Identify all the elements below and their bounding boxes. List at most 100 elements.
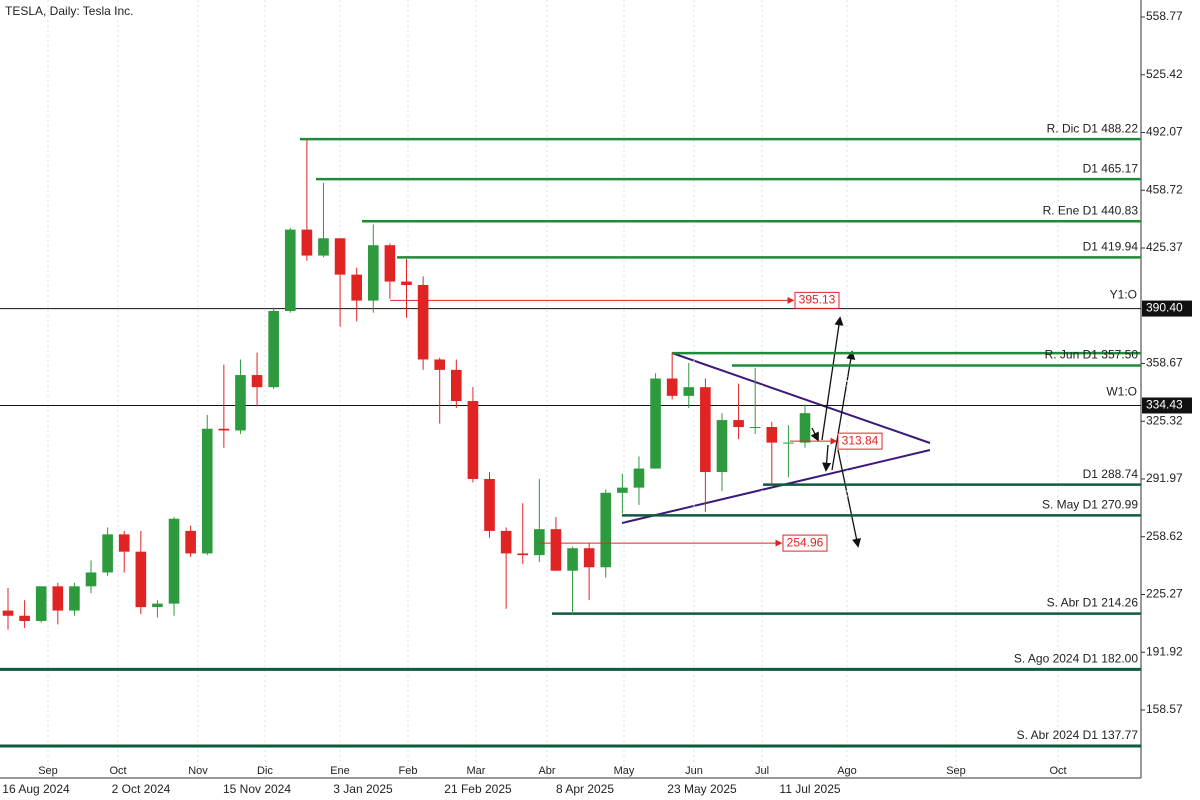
- month-label: Oct: [109, 765, 126, 777]
- y-tick-label: 291.97: [1146, 471, 1183, 485]
- price-tag: [1142, 300, 1192, 317]
- date-label: 11 Jul 2025: [779, 782, 840, 796]
- candle-body: [683, 387, 695, 396]
- y-tick-label: 425.37: [1146, 240, 1183, 254]
- y-tick-label: 325.32: [1146, 413, 1183, 427]
- month-label: May: [614, 765, 635, 777]
- candle-body: [733, 420, 744, 428]
- candle-body: [517, 553, 529, 556]
- level-label: D1 419.94: [1083, 240, 1139, 254]
- y-tick-label: 525.42: [1146, 67, 1183, 81]
- candle-body: [600, 492, 612, 568]
- level-label: R. Ene D1 440.83: [1043, 203, 1139, 217]
- level-label: S. Abr D1 214.26: [1047, 596, 1139, 610]
- candle-body: [766, 427, 778, 443]
- target-label: 254.96: [787, 535, 824, 549]
- date-label: 2 Oct 2024: [112, 782, 171, 796]
- y-tick-label: 191.92: [1146, 644, 1183, 658]
- candle-body: [384, 245, 396, 282]
- candle-body: [434, 359, 446, 370]
- level-label: R. Dic D1 488.22: [1047, 121, 1139, 135]
- candle-body: [550, 529, 562, 571]
- level-label: D1 465.17: [1083, 161, 1139, 175]
- candle-body: [284, 229, 296, 311]
- target-box: [837, 432, 883, 450]
- marker-label: W1:O: [1106, 385, 1137, 399]
- level-label: S. Abr 2024 D1 137.77: [1017, 728, 1139, 742]
- candle-body: [201, 428, 213, 554]
- candle-body: [617, 487, 628, 493]
- candle-body: [500, 530, 512, 554]
- candle-body: [102, 534, 113, 573]
- candle-body: [401, 281, 412, 286]
- candle-body: [799, 413, 811, 443]
- target-box: [794, 291, 840, 309]
- month-label: Ago: [837, 765, 857, 777]
- candle-body: [450, 369, 462, 402]
- candle-body: [534, 529, 545, 556]
- candle-body: [52, 586, 64, 611]
- candle-body: [567, 548, 578, 571]
- month-label: Ene: [330, 765, 350, 777]
- month-label: Mar: [467, 765, 486, 777]
- date-label: 21 Feb 2025: [444, 782, 512, 796]
- candle-body: [334, 238, 346, 275]
- candle-body: [301, 229, 313, 256]
- candle-body: [251, 375, 263, 388]
- price-tag-label: 334.43: [1146, 398, 1183, 412]
- candle-body: [35, 586, 47, 621]
- target-box: [782, 534, 828, 552]
- date-label: 8 Apr 2025: [556, 782, 614, 796]
- month-label: Jun: [685, 765, 703, 777]
- month-label: Abr: [538, 765, 555, 777]
- month-label: Dic: [257, 765, 273, 777]
- scenario-arrows: [810, 316, 861, 548]
- candle-body: [484, 478, 495, 531]
- candle-body: [235, 375, 246, 431]
- y-tick-label: 558.77: [1146, 9, 1183, 23]
- level-label: S. May D1 270.99: [1042, 498, 1138, 512]
- marker-label: Y1:O: [1110, 288, 1137, 302]
- candle-body: [749, 427, 761, 429]
- candle-body: [583, 548, 595, 568]
- candle-body: [268, 310, 279, 388]
- level-label: R. Jun D1 357.50: [1045, 348, 1139, 362]
- candle-body: [185, 530, 196, 554]
- candle-body: [152, 603, 163, 608]
- chart-title: TESLA, Daily: Tesla Inc.: [5, 4, 134, 18]
- y-tick-label: 158.57: [1146, 702, 1183, 716]
- level-label: D1 288.74: [1083, 467, 1139, 481]
- y-tick-label: 358.67: [1146, 356, 1183, 370]
- level-label: S. Ago 2024 D1 182.00: [1014, 652, 1138, 666]
- candle-body: [85, 572, 97, 587]
- date-label: 16 Aug 2024: [2, 782, 70, 796]
- candle-body: [700, 387, 711, 473]
- target-label: 313.84: [842, 433, 879, 447]
- date-label: 3 Jan 2025: [333, 782, 393, 796]
- month-label: Feb: [399, 765, 418, 777]
- target-label: 395.13: [799, 293, 836, 307]
- candle-body: [650, 378, 661, 469]
- candle-body: [633, 468, 645, 488]
- candle-body: [716, 420, 728, 473]
- y-tick-label: 258.62: [1146, 529, 1183, 543]
- candle-body: [666, 378, 678, 396]
- pattern-triangle: [621, 352, 931, 524]
- candle-body: [783, 442, 794, 444]
- month-label: Sep: [38, 765, 58, 777]
- candle-body: [168, 518, 180, 604]
- candle-body: [467, 401, 479, 479]
- candle-body: [417, 285, 429, 360]
- candle-body: [367, 245, 379, 301]
- month-label: Sep: [946, 765, 966, 777]
- candle-body: [135, 551, 147, 608]
- y-tick-label: 458.72: [1146, 182, 1183, 196]
- candle-body: [2, 610, 14, 616]
- y-tick-label: 225.27: [1146, 587, 1183, 601]
- date-label: 15 Nov 2024: [223, 782, 291, 796]
- y-tick-label: 492.07: [1146, 125, 1183, 139]
- candle-body: [118, 534, 130, 552]
- month-label: Nov: [188, 765, 208, 777]
